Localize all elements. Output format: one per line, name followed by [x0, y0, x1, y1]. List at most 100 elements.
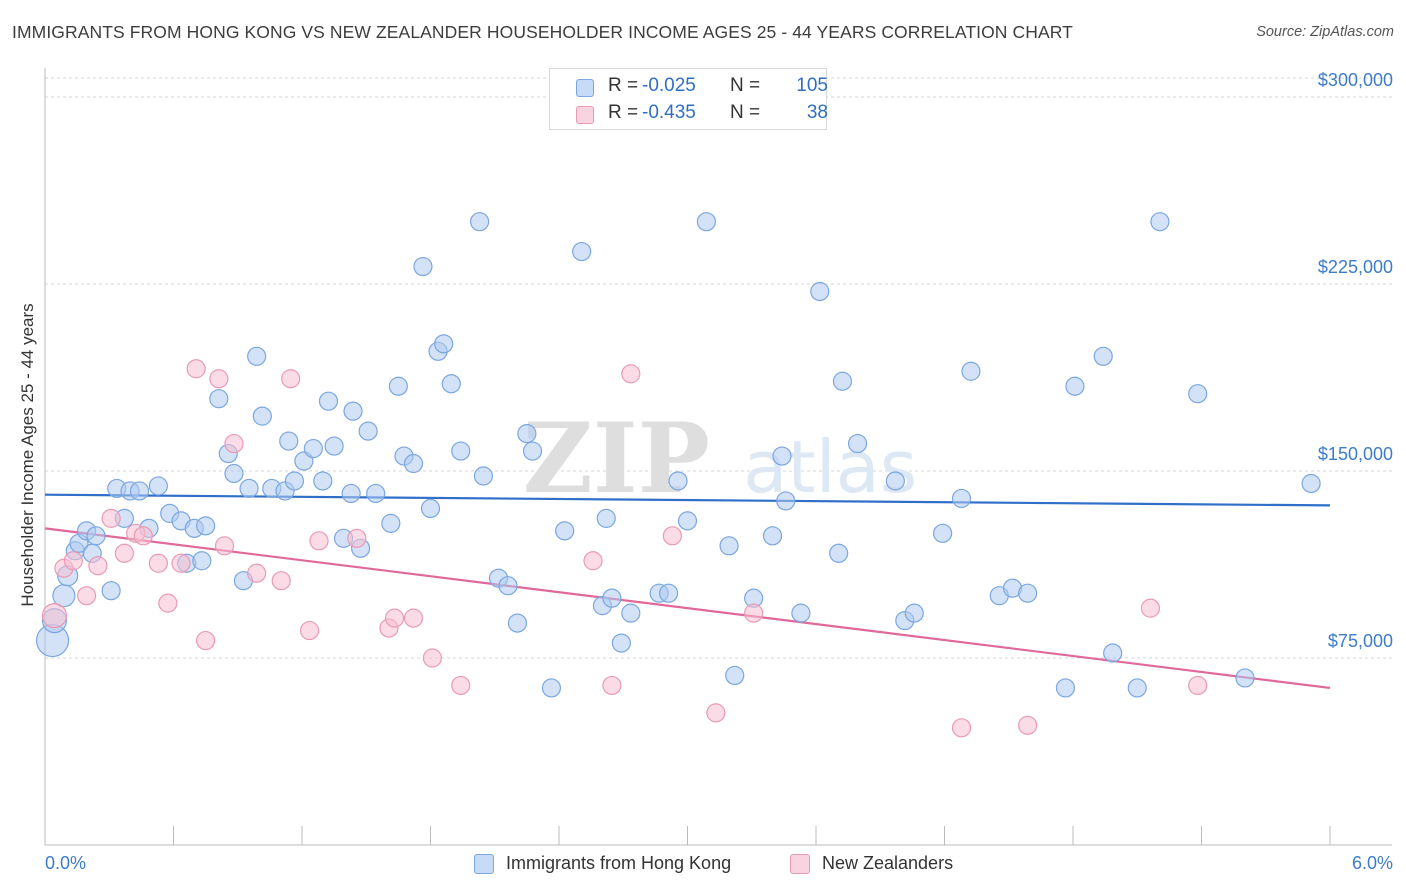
new-zealander-point — [583, 551, 603, 571]
new-zealander-point — [171, 553, 191, 573]
new-zealander-point — [621, 364, 641, 384]
new-zealander-point — [422, 648, 442, 668]
hong-kong-point — [403, 453, 424, 474]
hong-kong-point — [413, 256, 433, 277]
bottom-legend-swatch-pink — [790, 854, 810, 874]
new-zealander-point — [299, 620, 320, 641]
hong-kong-point — [129, 481, 150, 501]
new-zealander-point — [114, 543, 134, 563]
y-tick-label: $300,000 — [1318, 70, 1393, 90]
new-zealander-point — [744, 603, 764, 623]
y-tick-label: $150,000 — [1318, 444, 1393, 464]
hong-kong-point — [303, 438, 323, 459]
hong-kong-point — [470, 212, 490, 232]
hong-kong-point — [517, 424, 537, 444]
bottom-legend-swatch-blue — [474, 854, 494, 874]
hong-kong-point — [810, 281, 830, 302]
new-zealander-point — [41, 603, 68, 629]
hong-kong-point — [318, 391, 339, 411]
stats-legend: R = -0.025 N = 105 R = -0.435 N = 38 — [549, 68, 828, 130]
new-zealander-point — [63, 551, 83, 571]
new-zealander-point — [347, 528, 367, 548]
hong-kong-point — [451, 441, 471, 461]
new-zealander-point — [186, 359, 206, 379]
legend-swatch-blue — [576, 79, 594, 97]
new-zealander-point — [101, 508, 121, 528]
hong-kong-point — [951, 488, 972, 509]
hong-kong-point — [343, 401, 363, 421]
n-label: N = — [730, 102, 761, 123]
new-zealander-trend-line — [44, 527, 1331, 690]
hong-kong-point — [933, 523, 953, 543]
hong-kong-trend-line — [44, 493, 1331, 507]
hong-kong-point — [621, 603, 641, 623]
y-tick-label: $225,000 — [1318, 257, 1393, 277]
hong-kong-point — [762, 526, 783, 546]
hong-kong-point — [284, 471, 305, 491]
hong-kong-point — [239, 478, 259, 499]
new-zealander-point — [662, 526, 682, 546]
hong-kong-point — [696, 212, 716, 232]
new-zealander-point — [271, 571, 291, 591]
new-zealander-point — [1018, 715, 1038, 735]
hong-kong-point — [358, 421, 378, 441]
watermark-atlas: atlas — [743, 425, 917, 509]
y-axis-title: Householder Income Ages 25 - 44 years — [18, 303, 37, 606]
new-zealander-point — [88, 556, 108, 576]
r-label: R = — [608, 102, 639, 123]
chart-title: IMMIGRANTS FROM HONG KONG VS NEW ZEALAND… — [12, 22, 1073, 42]
hong-kong-point — [313, 471, 333, 491]
new-zealander-point — [133, 526, 153, 546]
hong-kong-point — [324, 436, 344, 456]
r-value: -0.435 — [642, 102, 696, 123]
hong-kong-point — [341, 483, 361, 504]
legend-swatch-pink — [576, 106, 594, 124]
hong-kong-point — [101, 581, 121, 601]
hong-kong-point — [791, 603, 811, 623]
new-zealander-point — [148, 553, 168, 573]
hong-kong-point — [602, 588, 622, 608]
hong-kong-point — [196, 516, 216, 536]
new-zealander-point — [76, 586, 97, 606]
hong-kong-point — [507, 613, 528, 633]
new-zealander-point — [1188, 675, 1208, 696]
hong-kong-point — [381, 513, 401, 533]
hong-kong-point — [441, 374, 461, 394]
new-zealander-point — [247, 563, 267, 583]
hong-kong-point — [847, 433, 868, 454]
n-value: 105 — [796, 75, 828, 96]
hong-kong-point — [420, 498, 441, 518]
hong-kong-point — [1235, 668, 1255, 688]
hong-kong-point — [388, 376, 408, 396]
hong-kong-point — [1188, 384, 1208, 404]
x-tick-label: 0.0% — [45, 853, 86, 873]
source-label: Source: ZipAtlas.com — [1256, 24, 1394, 40]
new-zealander-point — [951, 718, 972, 738]
hong-kong-point — [659, 583, 679, 603]
tick-labels: $75,000 $150,000 $225,000 $300,000 0.0% 6.0% H… — [18, 70, 1393, 873]
n-label: N = — [730, 75, 761, 96]
hong-kong-point — [192, 551, 212, 571]
hong-kong-point — [224, 463, 244, 484]
hong-kong-point — [434, 334, 454, 354]
hong-kong-point — [832, 371, 853, 391]
hong-kong-point — [1055, 678, 1076, 698]
gridlines — [45, 77, 1392, 659]
new-zealander-point — [1140, 598, 1161, 618]
hong-kong-point — [148, 476, 168, 496]
hong-kong-point — [1127, 678, 1147, 698]
new-zealander-point — [196, 630, 216, 651]
hong-kong-point — [1150, 212, 1170, 232]
hong-kong-point — [904, 603, 924, 623]
hong-kong-point — [555, 521, 575, 541]
hong-kong-point — [86, 526, 106, 546]
n-value: 38 — [806, 102, 828, 123]
hong-kong-point — [1065, 376, 1085, 396]
new-zealander-point — [281, 369, 301, 389]
hong-kong-point — [572, 241, 592, 262]
x-tick-label: 6.0% — [1352, 853, 1393, 873]
hong-kong-point — [677, 511, 698, 531]
hong-kong-point — [522, 441, 543, 461]
hong-kong-point — [776, 491, 796, 511]
